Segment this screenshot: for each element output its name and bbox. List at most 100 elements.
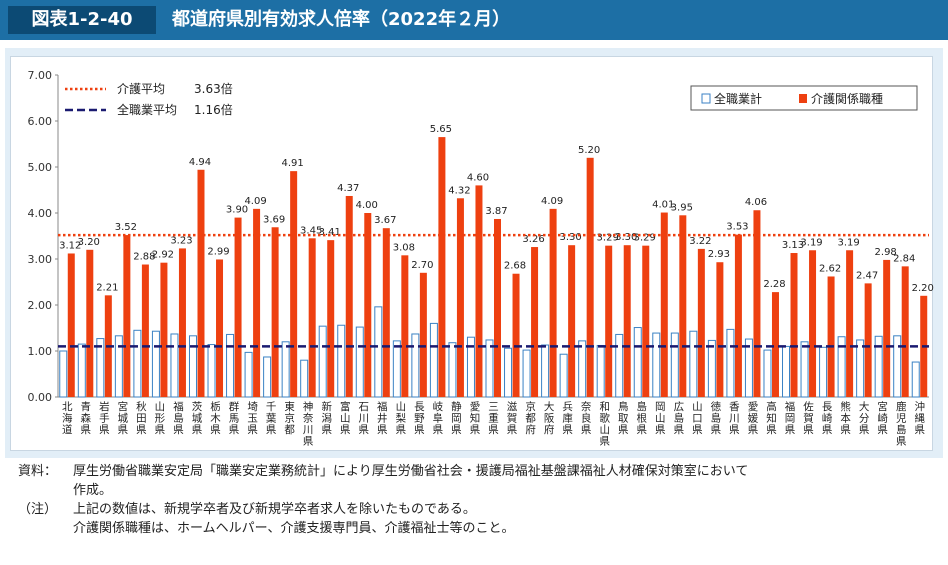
all-jobs-bar (133, 329, 142, 398)
care-bar (697, 248, 705, 397)
care-data-label: 2.47 (856, 270, 878, 281)
all-jobs-bar (281, 341, 290, 398)
category-label-char: 長 (822, 401, 833, 413)
care-data-label: 2.68 (504, 261, 526, 272)
all-jobs-bar (226, 333, 235, 398)
all-jobs-bar (522, 349, 531, 398)
category-label-char: 根 (637, 412, 648, 425)
all-jobs-legend-swatch (701, 93, 711, 104)
category-label-char: 賀 (803, 413, 814, 425)
category-label-char: 知 (766, 412, 777, 425)
care-data-label: 2.93 (708, 249, 730, 260)
category-label-char: 山 (692, 401, 703, 413)
y-tick-label: 6.00 (28, 115, 53, 128)
care-data-label: 3.95 (671, 202, 693, 213)
category-label-char: 県 (99, 424, 110, 436)
category-label-char: 潟 (321, 412, 332, 425)
care-bar (419, 272, 427, 397)
care-bar (382, 228, 390, 397)
care-data-label: 5.20 (578, 145, 600, 156)
all-jobs-bar (207, 344, 216, 398)
category-label-char: 県 (321, 424, 332, 436)
care-bar (586, 157, 594, 397)
source-row: 資料： 厚生労働省職業安定局「職業安定業務統計」により厚生労働省社会・援護局福祉… (18, 462, 938, 481)
category-label-char: 群 (229, 400, 240, 413)
care-bar (216, 259, 224, 397)
category-label-char: 玉 (247, 413, 258, 425)
care-bar (623, 245, 631, 397)
care-average-legend-label: 介護平均 (117, 81, 165, 96)
all-jobs-bar (337, 324, 346, 398)
category-label-char: 北 (62, 401, 73, 413)
category-label-char: 京 (284, 412, 295, 425)
all-jobs-bar (114, 335, 123, 398)
care-data-label: 2.21 (96, 282, 118, 293)
care-data-label: 2.88 (133, 252, 155, 263)
all-jobs-bar (77, 343, 86, 398)
category-label-char: 阜 (433, 412, 444, 425)
all-jobs-bar (96, 338, 105, 398)
category-label-char: 島 (674, 412, 685, 425)
category-label-char: 三 (488, 401, 499, 413)
care-bar (234, 217, 242, 397)
care-bar (401, 255, 409, 397)
care-bar (141, 264, 149, 397)
category-label-char: 県 (396, 424, 407, 436)
all-jobs-bar (652, 332, 661, 398)
care-data-label: 3.52 (115, 222, 137, 233)
care-bar (160, 262, 168, 397)
category-label-char: 県 (729, 424, 740, 436)
category-label-char: 県 (562, 424, 573, 436)
category-label-char: 福 (785, 400, 796, 413)
category-label-char: 川 (303, 424, 314, 436)
category-label-char: 県 (210, 424, 221, 436)
category-label-char: 城 (192, 413, 203, 425)
chart-area: 0.00 1.00 2.00 3.00 4.00 5.00 6.00 7.00 3.12 北海道 3… (10, 56, 934, 451)
care-data-label: 3.87 (485, 206, 507, 217)
category-label-char: 宮 (877, 400, 888, 413)
category-label-char: 長 (414, 401, 425, 413)
y-tick-label: 2.00 (28, 299, 53, 312)
all-jobs-bar (429, 322, 438, 398)
category-label-char: 県 (840, 424, 851, 436)
figure-title: 都道府県別有効求人倍率（2022年２月） (172, 9, 511, 30)
category-label-char: 都 (525, 413, 536, 425)
care-data-label: 2.28 (763, 279, 785, 290)
care-data-label: 3.29 (634, 233, 656, 244)
category-label-char: 佐 (803, 400, 814, 413)
category-label-char: 山 (655, 413, 666, 425)
category-label-char: 県 (81, 424, 92, 436)
category-label-char: 千 (266, 401, 277, 413)
category-label-char: 分 (859, 413, 870, 425)
category-label-char: 県 (581, 424, 592, 436)
category-label-char: 岡 (655, 401, 666, 413)
category-label-char: 県 (877, 424, 888, 436)
category-label-char: 県 (507, 424, 518, 436)
y-tick-label: 4.00 (28, 207, 53, 220)
category-label-char: 県 (896, 436, 907, 448)
all-jobs-bar (726, 328, 735, 398)
category-label-char: 熊 (840, 400, 851, 413)
all-jobs-bar (744, 338, 753, 398)
category-label-char: 京 (525, 400, 536, 413)
care-bar (67, 253, 75, 397)
category-label-char: 県 (192, 424, 203, 436)
all-jobs-bar (689, 330, 698, 398)
all-jobs-bar (670, 332, 679, 398)
category-label-char: 府 (544, 423, 555, 436)
category-label-char: 井 (377, 412, 388, 425)
category-label-char: 県 (914, 424, 925, 436)
category-label-char: 県 (599, 436, 610, 448)
category-label-char: 馬 (229, 413, 240, 425)
header-bar: 図表1-2-40 都道府県別有効求人倍率（2022年２月） (0, 0, 948, 40)
category-label-char: 県 (803, 424, 814, 436)
all-jobs-bar (300, 359, 309, 398)
category-label-char: 奈 (303, 412, 314, 425)
all-jobs-bar (411, 333, 420, 398)
care-data-label: 3.53 (726, 222, 748, 233)
category-label-char: 県 (488, 424, 499, 436)
all-jobs-bar (819, 346, 828, 398)
category-label-char: 城 (118, 413, 129, 425)
category-label-char: 秋 (136, 400, 147, 413)
care-data-label: 3.26 (522, 234, 544, 245)
